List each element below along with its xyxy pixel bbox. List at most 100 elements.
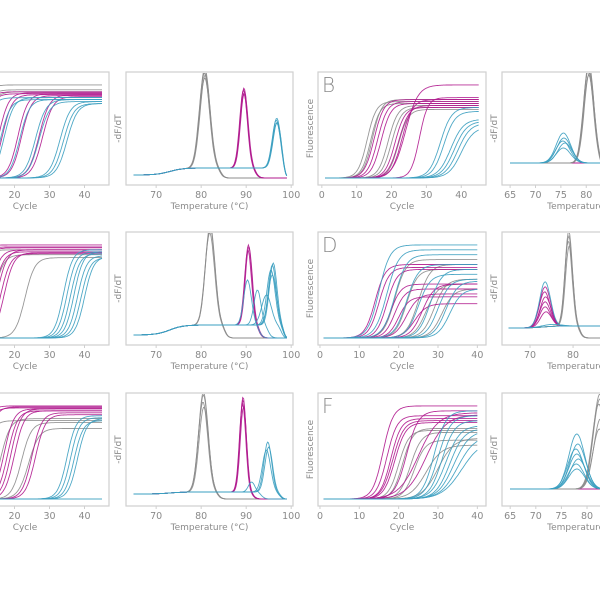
y-axis-title: -dF/dT [114,435,124,464]
x-tick-label: 20 [8,190,20,201]
x-tick-label: 20 [8,350,20,361]
x-axis-title: Temperature (°C) [546,362,600,372]
panel-C-melt: 70 80 90 100 Temperature (°C) -dF/dT [114,231,300,372]
x-tick-label: 70 [150,350,162,361]
curve-teal-6 [510,468,600,490]
curve-magenta-6 [0,410,102,496]
x-tick-label: 70 [150,190,162,201]
x-tick-label: 80 [195,511,207,522]
x-axis-title: Cycle [13,523,38,533]
curve-teal-5 [0,101,102,179]
curve-magenta-4 [0,93,102,177]
panel-F-melt: 65707580859095Temperature (°C)-dF/dT [490,392,600,533]
x-tick-label: 80 [195,350,207,361]
panel-letter: D [322,233,337,257]
curve-magenta-7 [0,96,102,179]
x-tick-label: 40 [471,511,483,522]
x-tick-label: 10 [351,190,363,201]
x-axis-title: Temperature (°C) [170,523,249,533]
curve-gray-0 [0,84,102,87]
panel-letter: B [322,73,335,97]
x-tick-label: 65 [504,190,516,201]
curve-teal-3 [133,481,287,500]
curve-teal-7 [323,449,478,500]
panel-B-melt: 65707580859095Temperature (°C)-dF/dT [490,71,600,212]
x-tick-label: 10 [353,350,365,361]
x-axis-title: Cycle [13,202,38,212]
curve-magenta-2 [0,92,102,132]
x-tick-label: 70 [524,350,536,361]
curve-magenta-8 [0,414,102,500]
x-tick-label: 90 [240,350,252,361]
curve-teal-5 [325,129,479,179]
x-tick-label: 70 [529,190,541,201]
curve-teal-4 [0,99,102,179]
panel-letter: F [322,394,334,418]
curves [508,233,600,339]
x-tick-label: 10 [353,511,365,522]
y-axis-title: -dF/dT [114,114,124,143]
curve-teal-2 [508,323,600,329]
x-tick-label: 20 [393,511,405,522]
x-axis-title: Temperature (°C) [170,202,249,212]
panel-D-amplification: 0 10 20 30 40 Cycle Fluorescence D [306,231,487,372]
x-axis-title: Temperature (°C) [546,202,600,212]
x-tick-label: 70 [530,511,542,522]
y-axis-title: Fluorescence [306,419,316,479]
curves [0,405,103,500]
x-tick-label: 90 [240,511,252,522]
y-axis-title: -dF/dT [490,435,500,464]
x-axis-title: Cycle [390,202,415,212]
x-tick-label: 30 [432,350,444,361]
x-axis-title: Cycle [390,523,415,533]
y-axis-title: Fluorescence [306,98,316,158]
curve-gray-3 [0,427,102,500]
curve-magenta-1 [0,407,102,411]
curve-gray-1 [0,418,102,463]
curve-magenta-5 [0,95,102,178]
curve-teal-6 [133,294,287,339]
curves [133,394,287,500]
x-tick-label: 75 [555,511,567,522]
x-tick-label: 20 [385,190,397,201]
x-tick-label: 30 [432,511,444,522]
plot-frame [501,71,600,186]
x-tick-label: 20 [393,350,405,361]
plot-frame [0,71,110,186]
curve-teal-8 [323,289,478,339]
curve-gray-1 [0,89,102,92]
x-axis-title: Cycle [390,362,415,372]
x-tick-label: 75 [555,190,567,201]
x-tick-label: 40 [78,190,90,201]
panel-A-melt: 70 80 90 100 Temperature (°C) -dF/dT [114,71,300,212]
y-axis-title: -dF/dT [490,274,500,303]
curves [510,73,600,164]
curve-magenta-2 [0,406,102,413]
plot-frame [125,231,294,346]
x-tick-label: 90 [240,190,252,201]
curve-gray-2 [0,422,102,499]
y-axis-title: -dF/dT [490,114,500,143]
x-tick-label: 65 [504,511,516,522]
curve-teal-3 [133,122,288,176]
curve-teal-6 [0,257,103,339]
x-tick-label: 100 [282,190,300,201]
y-axis-title: -dF/dT [114,274,124,303]
panel-E-melt: 70 80 90 100 Temperature (°C) -dF/dT [114,392,300,533]
curve-magenta-0 [0,91,102,94]
x-axis-title: Temperature (°C) [546,523,600,533]
curve-teal-4 [510,147,600,164]
x-tick-label: 0 [319,190,325,201]
x-tick-label: 0 [317,350,323,361]
panel-F-amplification: 0 10 20 30 40 Cycle Fluorescence F [306,392,487,533]
curve-gray-2 [0,257,102,338]
x-tick-label: 80 [581,511,593,522]
plot-frame [317,231,487,346]
curve-magenta-7 [0,412,102,500]
